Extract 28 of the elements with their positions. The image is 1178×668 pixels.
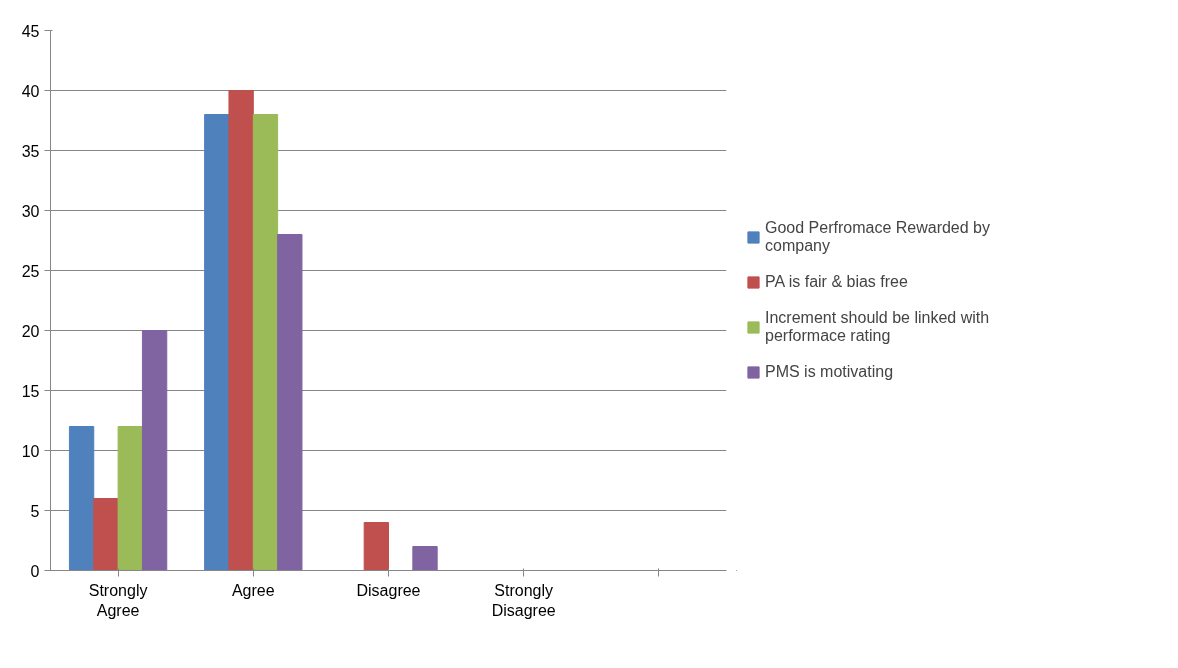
bar xyxy=(277,234,303,571)
y-tick-label: 15 xyxy=(21,382,40,400)
y-tick-label: 45 xyxy=(21,22,40,40)
x-tick-label: Agree xyxy=(231,581,275,599)
bar xyxy=(228,90,254,571)
y-tick-label: 20 xyxy=(21,322,40,340)
legend-label: Good Perfromace Rewarded by company xyxy=(765,219,990,255)
y-tick-label: 0 xyxy=(30,562,40,580)
y-tick-label: 25 xyxy=(21,262,40,280)
bar xyxy=(252,114,279,571)
bar xyxy=(117,426,143,571)
bar xyxy=(204,114,230,571)
bar xyxy=(363,522,389,571)
legend-label: PMS is motivating xyxy=(765,363,894,381)
legend-label: PA is fair & bias free xyxy=(765,273,908,291)
y-tick-label: 40 xyxy=(21,82,40,100)
y-tick-label: 30 xyxy=(21,202,40,220)
bar xyxy=(93,498,119,571)
y-tick-label: 35 xyxy=(21,142,40,160)
y-tick-label: 10 xyxy=(21,442,40,460)
y-tick-label: 5 xyxy=(30,502,40,520)
x-tick-label: Strongly Agree xyxy=(88,581,148,619)
bar xyxy=(141,330,168,571)
x-tick-label: Strongly Disagree xyxy=(491,581,556,619)
legend-label: Increment should be linked with performace rating xyxy=(765,309,990,345)
bar xyxy=(412,546,438,571)
x-tick-label: Disagree xyxy=(356,581,421,599)
bar xyxy=(68,426,95,571)
